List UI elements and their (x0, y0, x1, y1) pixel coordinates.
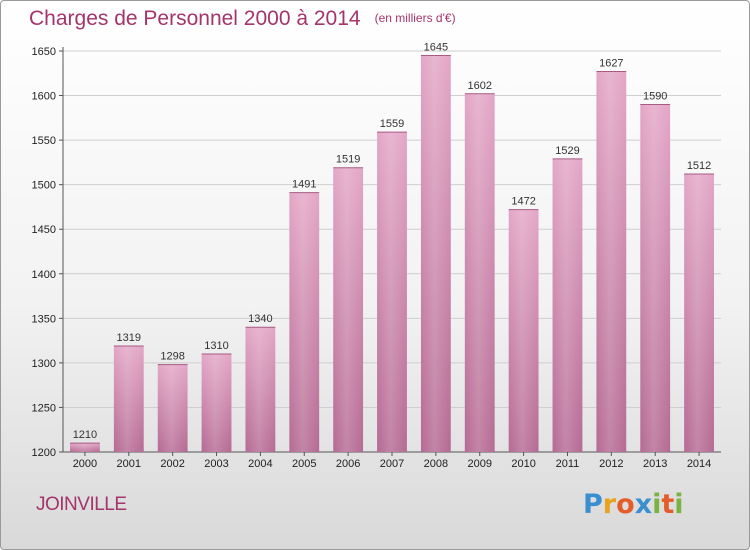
labels: 1200 1250 1300 1350 1400 1450 1500 1550 1600 1650… (32, 41, 712, 470)
city-name: JOINVILLE (36, 494, 127, 515)
x-tick-label: 2014 (687, 458, 711, 470)
y-tick-label: 1650 (32, 46, 56, 58)
logo-letter: P (583, 489, 603, 520)
y-tick-label: 1200 (32, 447, 56, 459)
y-tick-label: 1450 (32, 224, 56, 236)
logo-letter: x (634, 489, 653, 520)
bar-highlight (508, 209, 539, 452)
x-tick-label: 2011 (556, 458, 580, 470)
bar-highlight (157, 364, 188, 452)
x-tick-label: 2012 (599, 458, 623, 470)
bar-highlight (245, 327, 276, 452)
value-label: 1319 (117, 332, 141, 344)
x-tick-label: 2000 (73, 458, 97, 470)
bar-highlight (201, 353, 232, 452)
bar-highlight (377, 132, 407, 452)
x-tick-label: 2006 (336, 458, 360, 470)
value-label: 1590 (643, 90, 667, 102)
value-label: 1602 (467, 80, 491, 92)
y-tick-label: 1550 (32, 135, 56, 147)
x-tick-label: 2013 (643, 458, 667, 470)
value-label: 1210 (73, 429, 97, 441)
value-label: 1310 (204, 340, 228, 352)
logo-letter: r (602, 489, 617, 520)
logo-letter: i (652, 489, 662, 520)
bar-highlight (333, 167, 364, 453)
y-tick-label: 1600 (32, 91, 56, 103)
x-tick-label: 2001 (117, 458, 141, 470)
chart-title: Charges de Personnel 2000 à 2014 (en mill… (29, 7, 456, 31)
value-label: 1559 (380, 118, 404, 130)
bar-highlight (464, 93, 495, 453)
bar-highlight (289, 192, 320, 453)
chart-title-text: Charges de Personnel 2000 à 2014 (29, 7, 361, 30)
value-label: 1298 (160, 351, 184, 363)
logo-letter: i (674, 489, 684, 520)
value-label: 1472 (511, 196, 535, 208)
value-label: 1519 (336, 154, 360, 166)
bar-highlight (640, 104, 671, 452)
bar-highlight (684, 173, 714, 452)
value-label: 1491 (292, 179, 316, 191)
bar-highlight (420, 55, 451, 452)
x-tick-label: 2005 (292, 458, 316, 470)
x-tick-label: 2002 (160, 458, 184, 470)
bars (70, 54, 714, 453)
x-tick-label: 2007 (380, 458, 404, 470)
bar-highlight (113, 345, 144, 452)
value-label: 1529 (555, 145, 579, 157)
y-tick-label: 1500 (32, 180, 56, 192)
y-tick-label: 1400 (32, 269, 56, 281)
y-tick-label: 1350 (32, 313, 56, 325)
value-label: 1512 (687, 160, 711, 172)
y-tick-label: 1300 (32, 358, 56, 370)
bar-highlight (552, 158, 583, 452)
chart-unit: (en milliers d'€) (374, 11, 456, 25)
value-label: 1340 (248, 313, 272, 325)
x-tick-label: 2010 (511, 458, 535, 470)
x-tick-label: 2003 (204, 458, 228, 470)
x-tick-label: 2008 (424, 458, 448, 470)
logo-letter: t (661, 489, 675, 520)
bar-highlight (70, 443, 100, 452)
proxiti-logo[interactable]: Proxiti (583, 489, 684, 520)
x-tick-label: 2004 (248, 458, 272, 470)
bar-highlight (596, 71, 627, 453)
value-label: 1627 (599, 57, 623, 69)
x-tick-label: 2009 (467, 458, 491, 470)
value-label: 1645 (424, 41, 448, 53)
y-tick-label: 1250 (32, 402, 56, 414)
logo-letter: o (616, 489, 635, 520)
